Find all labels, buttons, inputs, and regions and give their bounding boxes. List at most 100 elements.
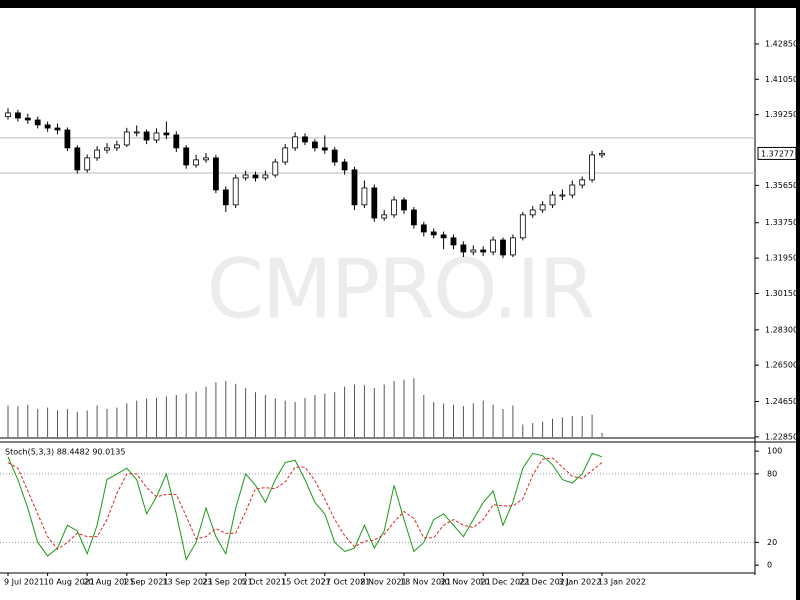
candle-body [420,224,427,233]
candle-body [84,157,91,171]
candle-body [599,152,605,156]
x-tick-label: 22 Dec 2021 [519,578,570,587]
y-tick-label: 1.31950 [765,254,798,263]
candle-body [44,124,51,129]
candle-body [410,209,417,226]
y-tick-label: 20 [767,538,777,547]
candle-body [133,131,140,134]
candle-body [282,147,289,163]
y-tick-label: 1.28300 [765,325,798,334]
candle-body [450,237,457,246]
x-tick-label: 10 Aug 2021 [44,578,95,587]
candle-body [430,231,437,236]
candle-body [123,131,130,146]
candle-body [54,127,61,131]
candle-body [143,131,150,141]
candle-body [153,132,160,141]
candle-body [232,177,239,206]
candle-body [569,184,576,196]
y-tick-label: 0 [767,561,772,570]
x-tick-label: 5 Oct 2021 [242,578,286,587]
candle-body [391,199,398,216]
x-tick-label: 23 Sep 2021 [202,578,253,587]
y-tick-label: 1.22850 [765,432,798,441]
y-tick-label: 100 [767,447,782,456]
candle-body [341,161,348,171]
current-price-label: 1.37277 [761,149,794,158]
candle-body [262,174,269,179]
x-tick-label: 20 Aug 2021 [83,578,134,587]
stoch-line [7,457,603,550]
candle-body [589,154,595,181]
candle-body [361,187,368,206]
candle-body [321,147,328,151]
candle-body [470,249,477,253]
candle-body [222,189,229,206]
top-bar [0,0,800,8]
candle-body [114,144,120,149]
y-tick-label: 80 [767,469,777,478]
candle-body [509,237,516,256]
y-tick-label: 1.33750 [765,218,798,227]
candle-body [242,174,249,179]
candle-body [559,194,566,197]
candle-body [34,119,41,126]
candle-body [292,136,299,149]
candle-body [183,147,190,166]
y-tick-label: 1.39250 [765,110,798,119]
current-price-box [757,146,797,160]
candle-body [163,132,170,136]
x-tick-label: 9 Jul 2021 [4,578,44,587]
candle-body [529,209,536,216]
candle-body [212,157,219,191]
candle-body [193,159,200,166]
x-tick-label: 10 Dec 2021 [479,578,530,587]
candle-body [480,249,487,253]
x-tick-label: 27 Oct 2021 [321,578,370,587]
candle-body [24,117,31,121]
candle-body [579,179,586,186]
candle-body [14,112,21,119]
candle-body [302,136,308,143]
candle-body [252,174,259,179]
x-tick-label: 30 Nov 2021 [440,578,491,587]
candle-body [64,129,71,149]
candle-body [539,204,546,211]
x-tick-label: 13 Jan 2022 [598,578,646,587]
y-tick-label: 1.26500 [765,361,798,370]
candle-body [74,147,81,171]
candle-body [401,199,407,211]
candle-body [331,149,338,163]
right-bar [796,0,800,600]
candle-body [94,149,100,159]
x-tick-label: 3 Jan 2022 [558,578,601,587]
y-tick-label: 1.30150 [765,289,798,298]
x-tick-label: 8 Nov 2021 [360,578,406,587]
candle-body [519,214,526,239]
x-tick-label: 1 Sep 2021 [123,578,169,587]
candle-body [490,239,497,253]
y-tick-label: 1.41050 [765,75,798,84]
indicator-title: Stoch(5,3,3) 88.4482 90.0135 [5,448,125,457]
candle-body [272,161,279,176]
candle-body [351,169,358,206]
stoch-line [7,452,603,561]
x-tick-label: 13 Sep 2021 [162,578,213,587]
candle-body [500,239,506,256]
x-tick-label: 15 Oct 2021 [281,578,330,587]
y-tick-label: 1.42850 [765,39,798,48]
x-tick-label: 18 Nov 2021 [400,578,451,587]
candle-body [311,141,318,149]
candle-body [5,112,11,118]
candle-body [381,214,388,219]
candle-body [371,187,378,219]
candle-body [203,157,209,161]
y-tick-label: 1.24650 [765,397,798,406]
candle-body [440,234,447,239]
watermark: CMPRO.IR [207,242,594,337]
candle-body [460,244,467,253]
candle-body [173,134,180,149]
y-tick-label: 1.35650 [765,181,798,190]
